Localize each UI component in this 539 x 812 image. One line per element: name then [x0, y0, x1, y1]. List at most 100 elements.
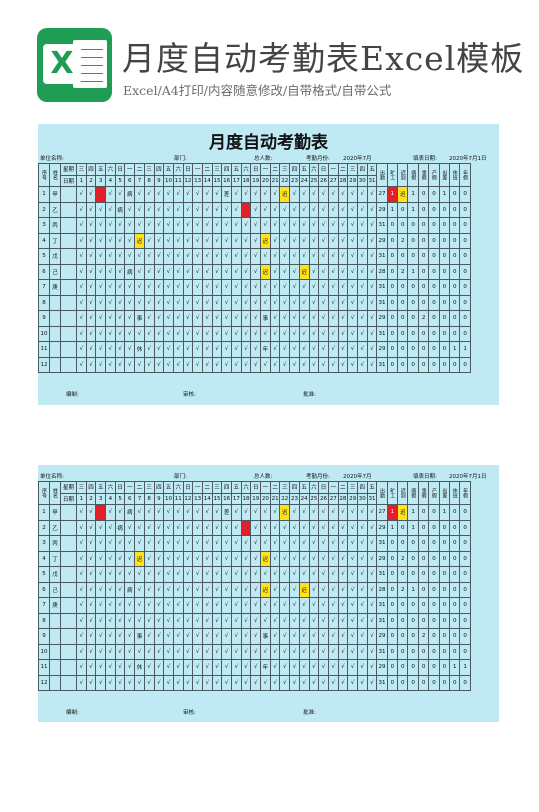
attendance-cell: √ — [192, 643, 203, 660]
attendance-cell: √ — [279, 597, 291, 614]
attendance-cell: √ — [153, 356, 165, 373]
weekday-cell: 六 — [240, 163, 252, 176]
day-number-cell: 23 — [289, 174, 300, 187]
attendance-cell: √ — [279, 279, 291, 296]
attendance-cell: √ — [231, 659, 242, 676]
stat-header: 病假 — [407, 163, 419, 187]
attendance-cell: √ — [269, 628, 281, 645]
attendance-cell: √ — [95, 674, 107, 691]
stat-cell: 0 — [397, 628, 409, 645]
stat-cell: 0 — [438, 674, 451, 691]
weekday-cell: 六 — [105, 481, 116, 494]
name-cell — [49, 341, 61, 358]
stat-cell: 0 — [417, 294, 430, 311]
attendance-cell: √ — [298, 597, 310, 614]
attendance-cell: √ — [172, 519, 184, 536]
attendance-cell: √ — [124, 628, 136, 645]
stat-cell: 1 — [407, 581, 419, 598]
attendance-cell: √ — [85, 263, 97, 280]
attendance-cell: √ — [153, 519, 165, 536]
attendance-cell: √ — [182, 356, 194, 373]
stat-cell: 0 — [438, 643, 451, 660]
weekday-cell: 二 — [201, 163, 213, 176]
attendance-cell: √ — [240, 217, 252, 234]
attendance-cell: √ — [114, 217, 126, 234]
day-number-cell: 16 — [221, 174, 232, 187]
attendance-cell: √ — [124, 310, 136, 327]
table-row: 5 戊 √ √ √ √ √ √ √ √ √ √ √ √ √ √ √ √ √ √ √ √ √ √ √ √ √ √ √ √ √ √ √ 31 0 0 0 0 0… — [38, 566, 471, 583]
day-number-cell: 26 — [318, 174, 329, 187]
attendance-cell: √ — [289, 310, 300, 327]
weekday-cell: 四 — [85, 481, 97, 494]
stat-cell: 1 — [386, 186, 399, 203]
attendance-cell: √ — [337, 659, 349, 676]
weekday-blank-cell — [60, 597, 77, 614]
attendance-cell: √ — [172, 535, 184, 552]
weekday-blank-cell — [60, 566, 77, 583]
attendance-cell: √ — [327, 325, 339, 342]
attendance-cell: √ — [105, 201, 116, 218]
attendance-cell: √ — [221, 674, 232, 691]
attendance-cell: √ — [95, 628, 107, 645]
day-number-cell: 31 — [366, 174, 378, 187]
attendance-cell: √ — [211, 232, 223, 249]
name-cell: 丁 — [49, 550, 61, 567]
attendance-cell: √ — [269, 597, 281, 614]
attendance-cell: √ — [356, 628, 368, 645]
attendance-cell: √ — [289, 279, 300, 296]
attendance-cell: √ — [221, 612, 232, 629]
attendance-table: 序号 姓名 星期三四五六日一二三四五六日一二三四五六日一二三四五六日一二三四五出勤旷… — [38, 481, 471, 691]
attendance-cell: √ — [279, 659, 291, 676]
sheet-footer: 编制: 审核: 批准: — [38, 708, 499, 718]
attendance-cell: 差 — [221, 186, 232, 203]
stat-cell: 0 — [449, 294, 461, 311]
stat-cell: 0 — [428, 674, 440, 691]
stat-cell: 0 — [407, 232, 419, 249]
stat-cell: 0 — [397, 356, 409, 373]
attendance-cell: √ — [192, 325, 203, 342]
attendance-cell: √ — [221, 232, 232, 249]
day-number-cell: 5 — [114, 492, 126, 505]
weekday-cell: 日 — [318, 163, 329, 176]
attendance-cell: √ — [85, 325, 97, 342]
attendance-cell: √ — [153, 628, 165, 645]
attendance-cell: √ — [347, 674, 358, 691]
attendance-cell: √ — [221, 201, 232, 218]
attendance-cell — [95, 504, 107, 521]
stat-cell: 0 — [428, 325, 440, 342]
attendance-cell: √ — [356, 279, 368, 296]
stat-cell: 0 — [407, 659, 419, 676]
stat-cell: 0 — [449, 581, 461, 598]
stat-cell: 0 — [428, 612, 440, 629]
stat-cell: 0 — [438, 325, 451, 342]
page-header: X 月度自动考勤表Excel模板 Excel/A4打印/内容随意修改/自带格式/… — [0, 0, 539, 110]
attendance-cell: √ — [347, 566, 358, 583]
attendance-cell: √ — [85, 535, 97, 552]
attendance-cell: √ — [366, 612, 378, 629]
attendance-cell: √ — [163, 217, 174, 234]
stat-cell: 0 — [428, 356, 440, 373]
attendance-cell: √ — [172, 217, 184, 234]
attendance-cell: √ — [85, 504, 97, 521]
attendance-cell: √ — [85, 581, 97, 598]
stat-cell: 0 — [407, 612, 419, 629]
weekday-blank-cell — [60, 325, 77, 342]
attendance-cell: √ — [260, 325, 271, 342]
attendance-cell: √ — [124, 550, 136, 567]
attendance-cell: √ — [134, 279, 145, 296]
stat-cell: 0 — [459, 581, 471, 598]
weekday-cell: 日 — [114, 481, 126, 494]
stat-cell: 0 — [438, 232, 451, 249]
attendance-cell: √ — [308, 674, 320, 691]
attendance-cell: √ — [289, 504, 300, 521]
stat-cell: 0 — [459, 310, 471, 327]
attendance-cell: √ — [124, 612, 136, 629]
attendance-cell: √ — [211, 674, 223, 691]
attendance-cell: √ — [279, 201, 291, 218]
page-title: 月度自动考勤表Excel模板 — [122, 39, 525, 78]
weekday-cell: 二 — [337, 481, 349, 494]
attendance-cell: √ — [76, 643, 87, 660]
dept-label: 部门: — [174, 474, 187, 480]
attendance-cell: √ — [105, 643, 116, 660]
attendance-cell: √ — [347, 504, 358, 521]
